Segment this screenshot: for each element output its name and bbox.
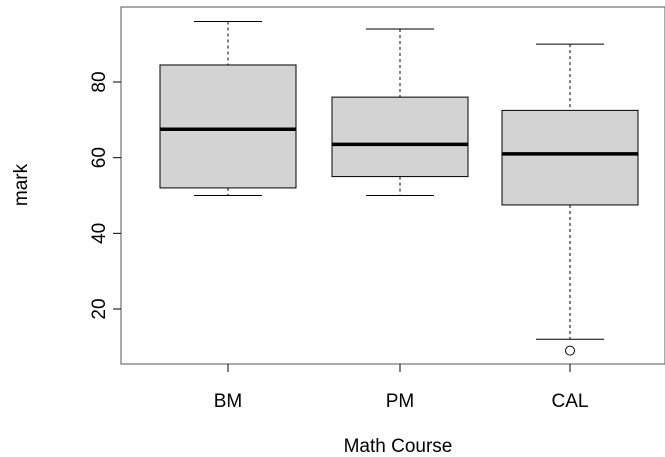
plot-frame [120,6,665,365]
outlier-point [565,345,575,356]
iqr-box [331,96,469,178]
iqr-box [159,64,297,189]
y-tick-label: 60 [89,147,110,168]
y-tick-label: 20 [89,298,110,319]
iqr-box [501,109,639,206]
x-tick-label: BM [214,391,243,412]
y-tick-label: 40 [89,223,110,244]
y-tick-label: 80 [89,71,110,92]
y-axis-title: mark [11,163,32,206]
x-axis-title: Math Course [344,436,453,457]
x-tick-label: CAL [552,391,589,412]
x-tick-label: PM [386,391,415,412]
